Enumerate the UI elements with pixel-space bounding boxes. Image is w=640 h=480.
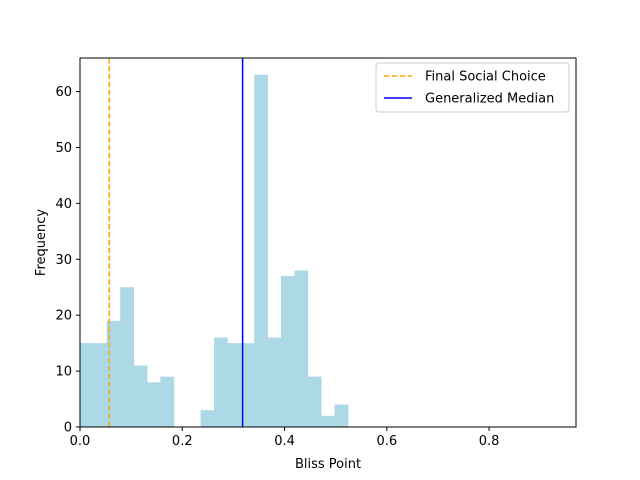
histogram-bar (280, 276, 295, 427)
histogram-bar (80, 343, 94, 427)
histogram-bar (200, 410, 215, 427)
y-tick-label: 40 (55, 197, 72, 212)
y-tick-label: 20 (55, 309, 72, 324)
histogram-bar (227, 343, 242, 427)
bars-layer (80, 74, 349, 427)
legend-box (375, 62, 570, 113)
histogram-bar (213, 337, 228, 427)
histogram-bar (93, 343, 108, 427)
y-tick-label: 30 (55, 253, 72, 268)
x-axis-label: Bliss Point (295, 457, 361, 472)
y-axis-label: Frequency (34, 209, 49, 276)
histogram-bar (160, 376, 175, 427)
histogram-bar (334, 404, 349, 427)
histogram-bar (267, 337, 282, 427)
x-tick-label: 0.6 (376, 434, 397, 449)
histogram-bar (321, 415, 335, 427)
histogram-bar (307, 376, 322, 427)
x-tick-label: 0.4 (274, 434, 295, 449)
reference-lines-layer (108, 58, 244, 427)
histogram-bar (133, 365, 148, 427)
histogram-bar (106, 320, 121, 427)
histogram-bar (294, 270, 309, 427)
y-tick-label: 50 (55, 141, 72, 156)
y-tick-label: 60 (55, 85, 72, 100)
y-axis: 0 10 20 30 40 50 60 (55, 85, 80, 436)
histogram-bar (120, 287, 134, 427)
histogram-bar (240, 343, 255, 427)
x-axis: 0.0 0.2 0.4 0.6 0.8 (70, 427, 500, 449)
legend: Final Social Choice Generalized Median (375, 62, 570, 113)
legend-label-final-social-choice: Final Social Choice (425, 70, 546, 85)
plot-frame (79, 57, 577, 428)
histogram-bar (146, 382, 161, 427)
x-tick-label: 0.8 (479, 434, 500, 449)
legend-label-generalized-median: Generalized Median (425, 92, 554, 107)
x-tick-label: 0.2 (172, 434, 193, 449)
x-tick-label: 0.0 (70, 434, 91, 449)
histogram-bar (254, 74, 268, 427)
y-tick-label: 10 (55, 365, 72, 380)
y-tick-label: 0 (64, 421, 72, 436)
